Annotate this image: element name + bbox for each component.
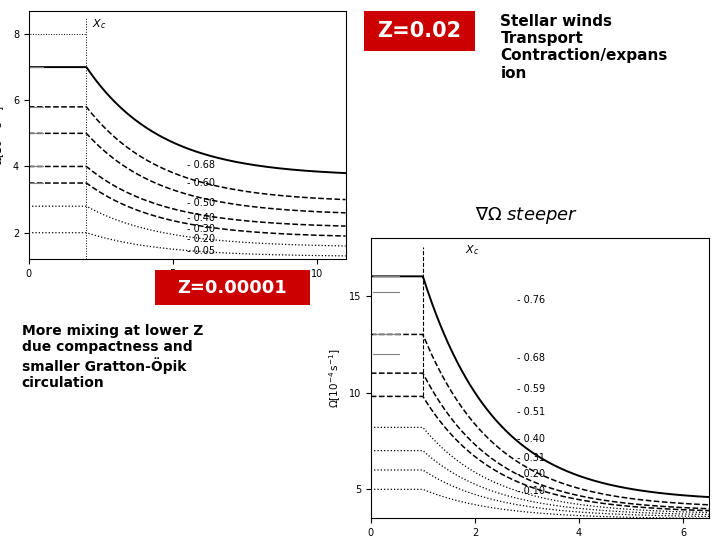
Text: - 0.40: - 0.40 — [516, 434, 544, 444]
Text: - 0.60: - 0.60 — [187, 178, 215, 188]
Text: - 0.51: - 0.51 — [516, 407, 545, 417]
Text: - 0.50: - 0.50 — [187, 198, 215, 208]
Text: - 0.20: - 0.20 — [187, 234, 215, 244]
Text: Z=0.02: Z=0.02 — [377, 21, 462, 41]
Text: - 0.30: - 0.30 — [187, 225, 215, 234]
Text: - 0.76: - 0.76 — [516, 294, 545, 305]
Text: Stellar winds
Transport
Contraction/expans
ion: Stellar winds Transport Contraction/expa… — [500, 14, 667, 80]
Text: Z=0.00001: Z=0.00001 — [177, 279, 287, 296]
Text: - 0.05: - 0.05 — [187, 246, 215, 256]
X-axis label: $r/R_\odot$: $r/R_\odot$ — [174, 285, 200, 298]
Text: More mixing at lower Z
due compactness and
smaller Gratton-Öpik
circulation: More mixing at lower Z due compactness a… — [22, 324, 203, 390]
Text: $X_c$: $X_c$ — [464, 243, 479, 257]
Y-axis label: $\Omega[10^{-4}\,\mathrm{s}^{-1}]$: $\Omega[10^{-4}\,\mathrm{s}^{-1}]$ — [328, 348, 343, 408]
Text: - 0.68: - 0.68 — [516, 353, 544, 363]
Y-axis label: $\Omega[10^{-4}\,\mathrm{s}^{-1}]$: $\Omega[10^{-4}\,\mathrm{s}^{-1}]$ — [0, 105, 7, 165]
Text: - 0.31: - 0.31 — [516, 454, 544, 463]
Text: $\nabla\Omega$ steeper: $\nabla\Omega$ steeper — [475, 206, 578, 226]
Text: - 0.59: - 0.59 — [516, 383, 545, 394]
Text: - 0.10: - 0.10 — [516, 487, 544, 496]
Text: - 0.68: - 0.68 — [187, 160, 215, 170]
Text: $X_c$: $X_c$ — [92, 17, 107, 31]
Text: - 0.20: - 0.20 — [516, 469, 545, 479]
Text: - 0.40: - 0.40 — [187, 213, 215, 223]
